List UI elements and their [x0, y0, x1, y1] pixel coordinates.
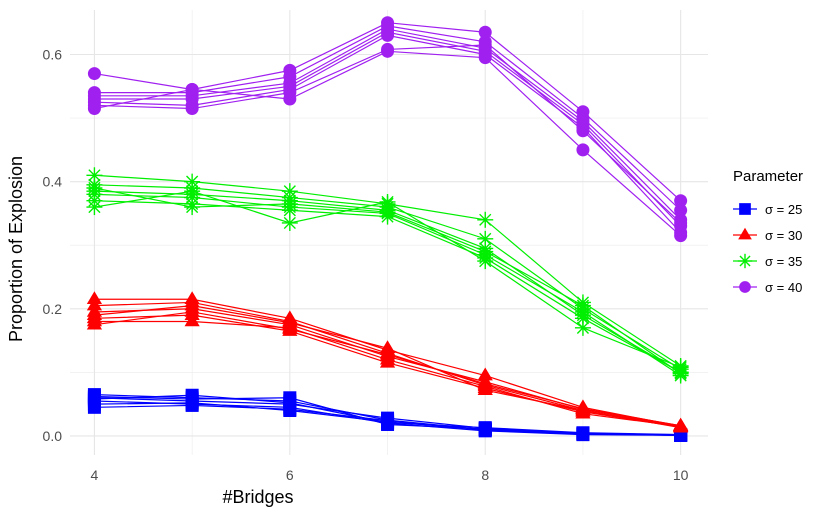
data-point — [86, 316, 103, 330]
series-layer — [86, 16, 689, 442]
legend-item: σ = 35 — [733, 253, 802, 269]
grid — [70, 10, 708, 455]
legend-item: σ = 40 — [733, 280, 802, 295]
y-axis-title: Proportion of Explosion — [6, 156, 26, 342]
y-axis-ticks: 0.0 0.2 0.4 0.6 — [43, 47, 63, 444]
legend: Parameter σ = 25 σ = 30 σ = 35 σ = 40 — [733, 168, 803, 295]
data-point — [185, 398, 199, 412]
y-tick-label: 0.4 — [43, 174, 63, 190]
data-point — [737, 253, 753, 269]
data-point — [739, 203, 751, 215]
series-group — [87, 388, 688, 442]
data-point — [87, 98, 101, 112]
data-point — [477, 230, 494, 247]
data-point — [477, 243, 494, 260]
data-point — [379, 346, 396, 360]
data-point — [672, 365, 689, 382]
data-point — [478, 421, 492, 435]
y-tick-label: 0.2 — [43, 301, 63, 317]
data-point — [477, 211, 494, 228]
x-axis-ticks: 4 6 8 10 — [91, 467, 689, 483]
data-point — [184, 303, 200, 317]
data-point — [576, 426, 590, 440]
data-point — [283, 86, 297, 100]
data-point — [86, 307, 103, 320]
data-point — [576, 143, 590, 157]
series-group — [87, 16, 688, 243]
data-point — [738, 227, 752, 240]
data-point — [574, 319, 591, 336]
data-point — [478, 25, 492, 39]
data-point — [381, 42, 395, 56]
data-point — [184, 183, 201, 200]
data-point — [87, 392, 101, 406]
legend-label: σ = 35 — [765, 254, 802, 269]
y-tick-label: 0.6 — [43, 47, 63, 63]
data-point — [379, 204, 396, 221]
data-point — [673, 417, 689, 431]
data-point — [739, 281, 751, 293]
data-point — [281, 195, 298, 212]
legend-item: σ = 25 — [733, 202, 802, 217]
data-point — [674, 229, 688, 243]
data-point — [674, 194, 688, 208]
data-point — [86, 199, 103, 216]
data-point — [576, 124, 590, 138]
legend-label: σ = 25 — [765, 202, 802, 217]
data-point — [477, 375, 493, 389]
data-point — [185, 102, 199, 116]
data-point — [381, 28, 395, 42]
data-point — [674, 203, 688, 217]
data-point — [184, 313, 200, 327]
data-point — [381, 416, 395, 430]
legend-item: σ = 30 — [733, 227, 802, 243]
data-point — [575, 400, 591, 414]
series-group — [86, 167, 689, 384]
data-point — [86, 180, 103, 196]
x-tick-label: 6 — [286, 467, 294, 483]
x-tick-label: 4 — [91, 467, 99, 483]
data-point — [282, 321, 298, 334]
data-point — [574, 297, 591, 314]
legend-label: σ = 30 — [765, 228, 802, 243]
legend-label: σ = 40 — [765, 280, 802, 295]
data-point — [86, 167, 103, 184]
series-group — [86, 291, 689, 433]
data-point — [184, 199, 201, 216]
data-point — [185, 388, 199, 402]
data-point — [478, 38, 492, 52]
x-axis-title: #Bridges — [222, 487, 293, 507]
legend-title: Parameter — [733, 168, 803, 185]
data-point — [478, 51, 492, 65]
y-tick-label: 0.0 — [43, 428, 63, 444]
data-point — [283, 396, 297, 410]
x-tick-label: 10 — [673, 467, 689, 483]
x-tick-label: 8 — [481, 467, 489, 483]
data-point — [87, 67, 101, 81]
data-point — [281, 214, 298, 231]
data-point — [674, 216, 688, 230]
data-point — [185, 82, 199, 96]
